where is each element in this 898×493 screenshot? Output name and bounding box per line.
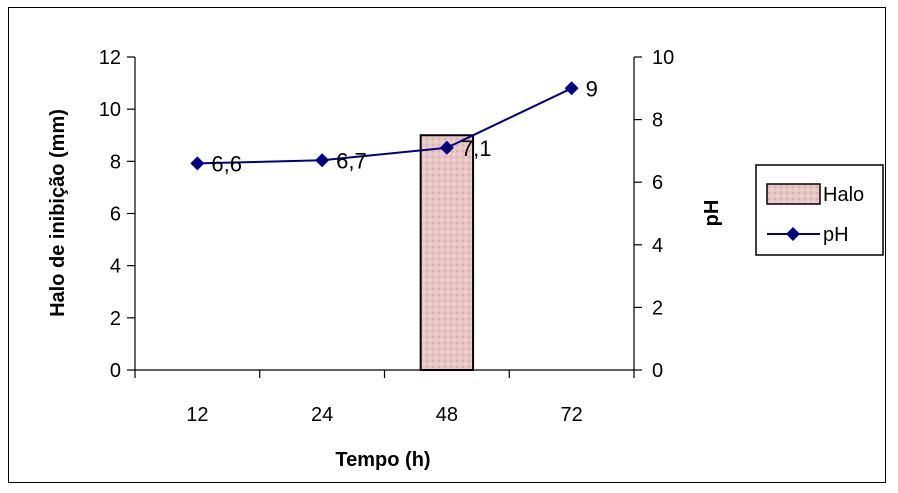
legend-halo-label: Halo — [823, 184, 864, 206]
x-tick-label: 12 — [186, 404, 208, 426]
y-right-tick-label: 4 — [652, 235, 663, 257]
ph-line — [197, 87, 573, 165]
y-axis-right-title: pH — [701, 200, 723, 227]
x-tick-label: 72 — [561, 404, 583, 426]
halo-bar — [419, 134, 475, 371]
y-left-tick-label: 2 — [110, 308, 121, 330]
ph-marker — [439, 140, 454, 155]
y-right-tick-label: 6 — [652, 172, 663, 194]
ph-marker — [564, 81, 579, 96]
x-axis-title: Tempo (h) — [335, 449, 430, 471]
ph-data-label: 7,1 — [461, 136, 492, 161]
y-left-tick-label: 8 — [110, 151, 121, 173]
y-axis-left-title: Halo de inibição (mm) — [47, 109, 69, 317]
y-left-tick-label: 0 — [110, 360, 121, 382]
ph-marker — [190, 156, 205, 171]
y-right-tick-label: 8 — [652, 110, 663, 132]
y-right-tick-label: 10 — [652, 47, 674, 69]
ph-data-label: 6,7 — [336, 148, 367, 173]
legend: Halo pH — [755, 164, 884, 256]
legend-halo-swatch — [766, 183, 821, 205]
y-left-tick-label: 10 — [99, 99, 121, 121]
ph-data-label: 6,6 — [211, 151, 242, 176]
legend-ph-marker — [786, 227, 800, 241]
y-left-tick-label: 6 — [110, 204, 121, 226]
x-tick-label: 24 — [311, 404, 333, 426]
ph-marker — [315, 153, 330, 168]
y-right-tick-label: 2 — [652, 297, 663, 319]
legend-box — [755, 164, 884, 256]
y-right-tick-label: 0 — [652, 360, 663, 382]
x-tick-label: 48 — [436, 404, 458, 426]
ph-data-label: 9 — [586, 76, 598, 101]
y-left-tick-label: 4 — [110, 256, 121, 278]
y-left-tick-label: 12 — [99, 47, 121, 69]
legend-ph-label: pH — [823, 224, 849, 246]
